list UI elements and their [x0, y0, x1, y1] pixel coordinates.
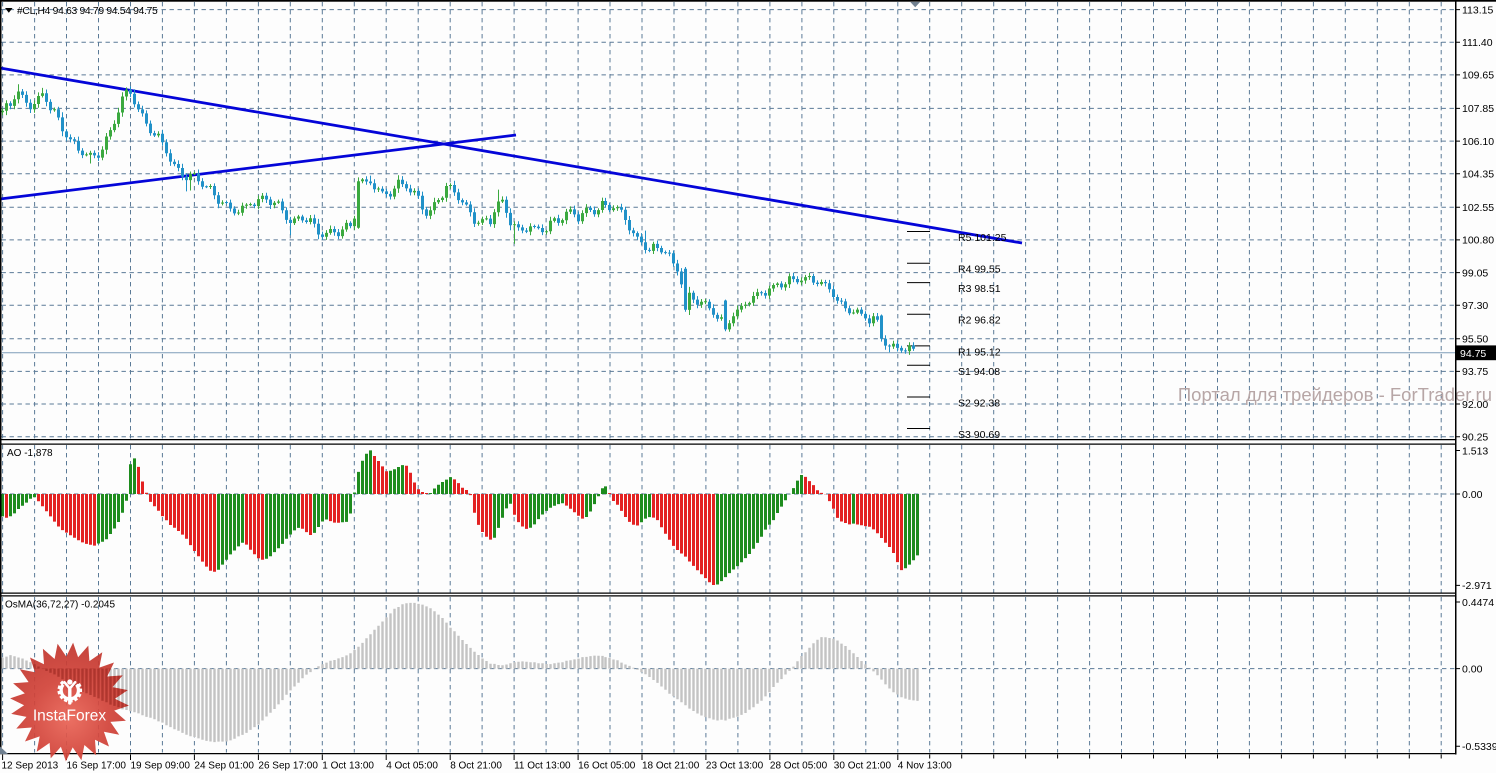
svg-text:12 Sep 2013: 12 Sep 2013 [2, 761, 59, 772]
svg-text:106.10: 106.10 [1462, 136, 1494, 148]
svg-text:104.35: 104.35 [1462, 169, 1494, 181]
svg-text:#CL,H4 94.63 94.79 94.54 94.7: #CL,H4 94.63 94.79 94.54 94.75 [17, 6, 158, 17]
svg-text:97.30: 97.30 [1462, 300, 1488, 312]
svg-text:0.4474: 0.4474 [1462, 597, 1494, 609]
svg-text:90.25: 90.25 [1462, 432, 1488, 444]
svg-text:26 Sep 17:00: 26 Sep 17:00 [258, 761, 318, 772]
svg-text:95.50: 95.50 [1462, 334, 1488, 346]
svg-text:0.00: 0.00 [1462, 489, 1483, 501]
svg-text:24 Sep 01:00: 24 Sep 01:00 [194, 761, 254, 772]
svg-text:1.513: 1.513 [1462, 445, 1488, 457]
svg-text:InstaForex: InstaForex [33, 707, 106, 724]
svg-text:94.75: 94.75 [1460, 348, 1486, 360]
svg-text:-0.5339: -0.5339 [1462, 741, 1496, 753]
svg-text:S3 90.69: S3 90.69 [958, 429, 1000, 441]
svg-text:1 Oct 13:00: 1 Oct 13:00 [322, 761, 374, 772]
svg-text:102.55: 102.55 [1462, 202, 1494, 214]
svg-text:19 Sep 09:00: 19 Sep 09:00 [131, 761, 191, 772]
svg-text:113.15: 113.15 [1462, 4, 1493, 16]
svg-text:99.05: 99.05 [1462, 267, 1488, 279]
svg-text:28 Oct 05:00: 28 Oct 05:00 [770, 761, 828, 772]
svg-text:100.80: 100.80 [1462, 235, 1494, 247]
svg-text:R2 96.82: R2 96.82 [958, 315, 1001, 327]
svg-text:Портал для трейдеров - ForTrad: Портал для трейдеров - ForTrader.ru [1178, 384, 1492, 405]
svg-text:OsMA(36,72,27) -0.2045: OsMA(36,72,27) -0.2045 [5, 600, 115, 611]
svg-text:R3 98.51: R3 98.51 [958, 283, 1001, 295]
svg-text:109.65: 109.65 [1462, 70, 1494, 82]
svg-text:S2 92.38: S2 92.38 [958, 398, 1000, 410]
svg-text:R1 95.12: R1 95.12 [958, 346, 1001, 358]
svg-text:23 Oct 13:00: 23 Oct 13:00 [706, 761, 764, 772]
svg-text:R5 101.25: R5 101.25 [958, 232, 1007, 244]
svg-text:16 Oct 05:00: 16 Oct 05:00 [578, 761, 636, 772]
svg-text:8 Oct 21:00: 8 Oct 21:00 [450, 761, 502, 772]
svg-text:AO -1.878: AO -1.878 [7, 448, 53, 459]
svg-text:18 Oct 21:00: 18 Oct 21:00 [642, 761, 700, 772]
svg-text:4 Nov 13:00: 4 Nov 13:00 [898, 761, 952, 772]
svg-text:16 Sep 17:00: 16 Sep 17:00 [67, 761, 127, 772]
svg-text:R4 99.55: R4 99.55 [958, 264, 1001, 276]
svg-text:11 Oct 13:00: 11 Oct 13:00 [514, 761, 571, 772]
svg-text:0.00: 0.00 [1462, 663, 1483, 675]
svg-text:111.40: 111.40 [1462, 37, 1493, 49]
svg-text:-2.971: -2.971 [1462, 580, 1492, 592]
svg-text:92.00: 92.00 [1462, 399, 1488, 411]
svg-text:107.85: 107.85 [1462, 103, 1494, 115]
svg-text:4 Oct 05:00: 4 Oct 05:00 [386, 761, 438, 772]
svg-text:S1 94.08: S1 94.08 [958, 366, 1000, 378]
svg-text:30 Oct 21:00: 30 Oct 21:00 [834, 761, 892, 772]
svg-text:93.75: 93.75 [1462, 366, 1488, 378]
